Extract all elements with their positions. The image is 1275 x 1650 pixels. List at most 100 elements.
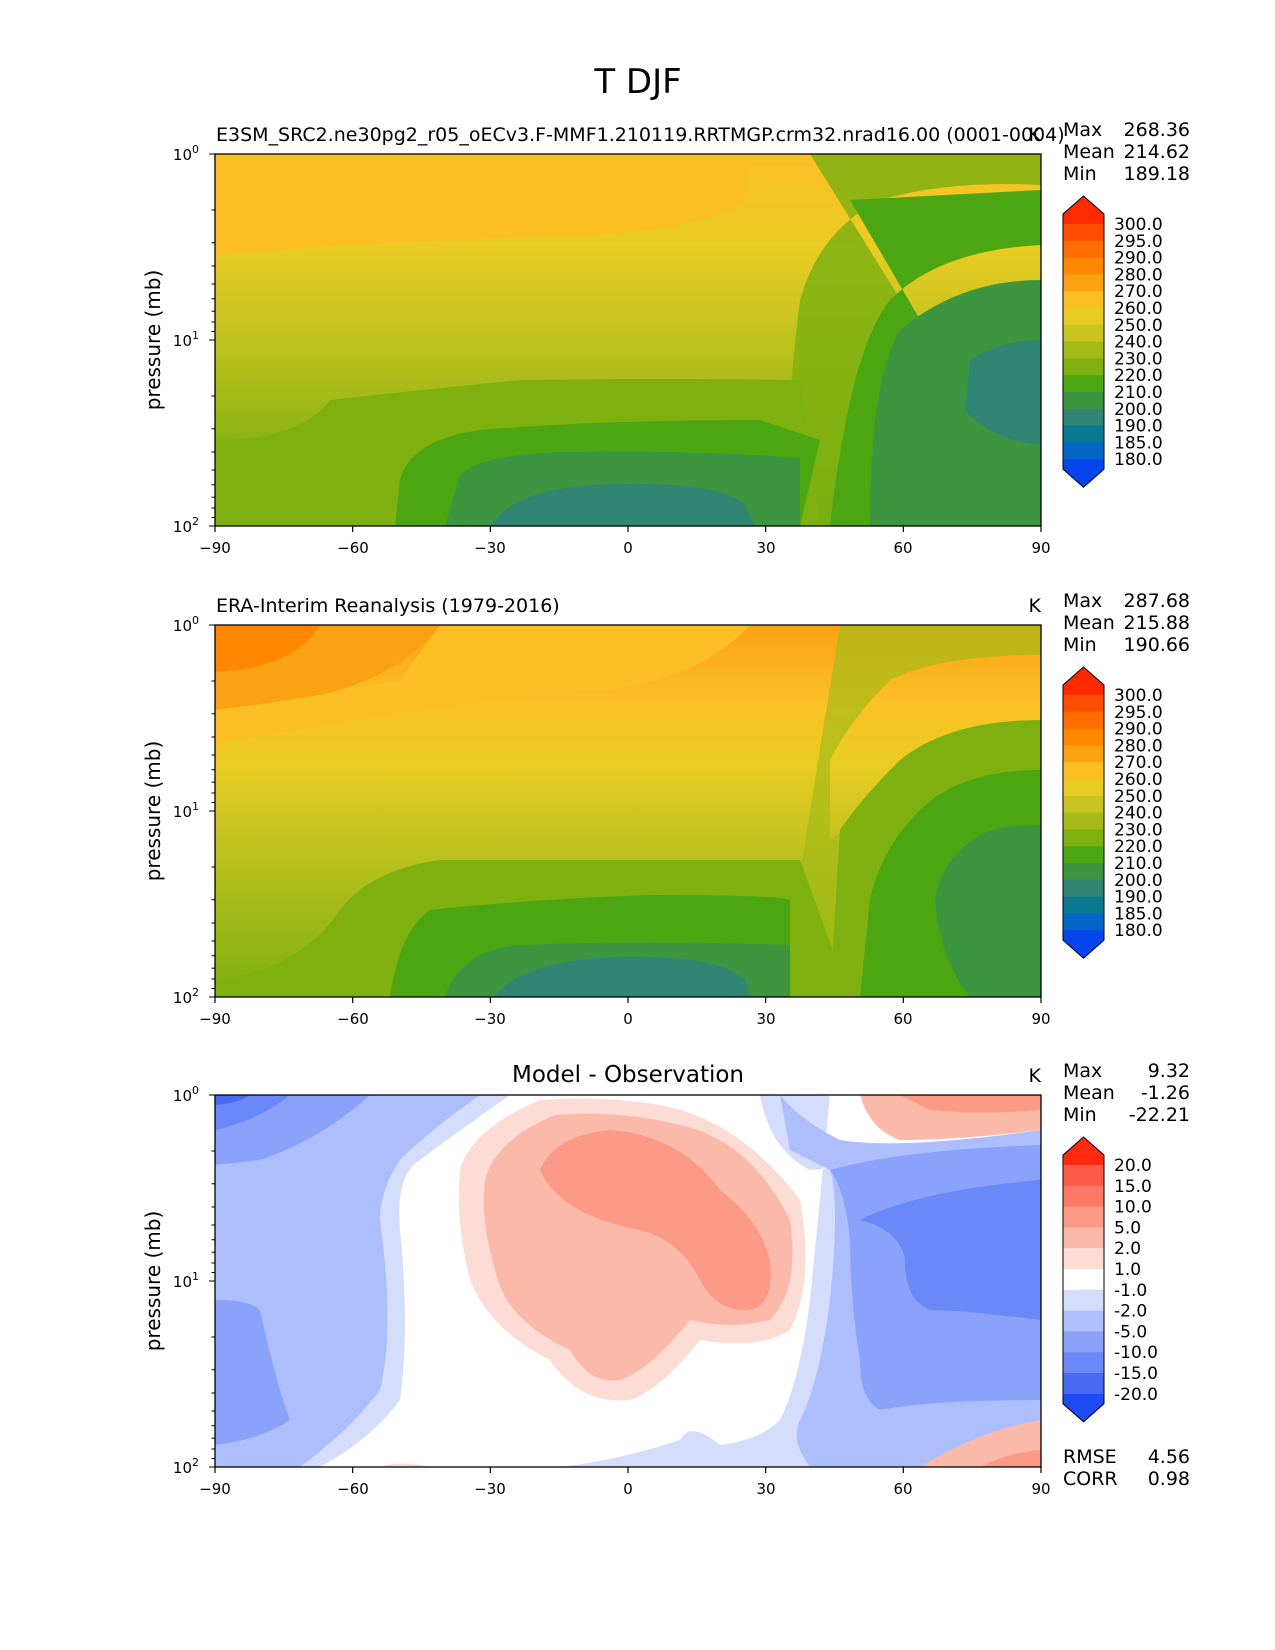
model-ylabel: pressure (mb) (141, 270, 165, 411)
model-title: E3SM_SRC2.ne30pg2_r05_oECv3.F-MMF1.21011… (216, 124, 1065, 146)
diff-tick-marks (209, 1094, 1042, 1473)
model-max-label: Max (1063, 119, 1102, 141)
colorbar-segment (1063, 1185, 1104, 1208)
figure-title: T DJF (593, 62, 681, 102)
era-max-label: Max (1063, 590, 1102, 612)
model-xtick: 0 (623, 539, 633, 557)
model-stats: Max 268.36 Mean 214.62 Min 189.18 (1063, 119, 1190, 185)
diff-ytick: 101 (173, 1270, 199, 1291)
era-max-value: 287.68 (1124, 590, 1190, 612)
colorbar-label: 290.0 (1114, 720, 1163, 740)
diff-ytick: 100 (173, 1084, 199, 1105)
colorbar-label: 295.0 (1114, 703, 1163, 723)
diff-title: Model - Observation (512, 1062, 744, 1088)
colorbar-label: 220.0 (1114, 837, 1163, 857)
colorbar-label: 5.0 (1114, 1218, 1141, 1238)
colorbar-label: 300.0 (1114, 686, 1163, 706)
diff-min-label: Min (1063, 1104, 1097, 1126)
colorbar-outline (1062, 195, 1105, 488)
model-xtick: 30 (756, 539, 775, 557)
model-colorbar: 300.0295.0290.0280.0270.0260.0250.0240.0… (1062, 195, 1163, 488)
colorbar-outline (1062, 1136, 1105, 1423)
colorbar-segment (1063, 711, 1104, 730)
colorbar-label: 185.0 (1114, 433, 1163, 453)
colorbar-segment (1063, 375, 1104, 393)
era-xtick: 0 (623, 1010, 633, 1028)
diff-max-label: Max (1063, 1060, 1102, 1082)
colorbar-label: 290.0 (1114, 249, 1163, 269)
colorbar-segment (1063, 896, 1104, 914)
era-ylabel: pressure (mb) (141, 741, 165, 882)
colorbar-segment (1063, 392, 1104, 410)
model-mean-label: Mean (1063, 141, 1115, 163)
colorbar-extend-top (1063, 1137, 1104, 1165)
model-xtick: −60 (337, 539, 369, 557)
colorbar-segment (1063, 308, 1104, 326)
colorbar-label: 280.0 (1114, 736, 1163, 756)
era-title: ERA-Interim Reanalysis (1979-2016) (216, 595, 560, 617)
colorbar-segment (1063, 1269, 1104, 1291)
era-mean-value: 215.88 (1124, 612, 1190, 634)
model-min-label: Min (1063, 163, 1097, 185)
colorbar-label: -1.0 (1114, 1281, 1147, 1301)
diff-xtick: 90 (1031, 1480, 1050, 1498)
colorbar-label: 260.0 (1114, 299, 1163, 319)
era-stats: Max 287.68 Mean 215.88 Min 190.66 (1063, 590, 1190, 656)
colorbar-segment (1063, 324, 1104, 343)
colorbar-extend-bottom (1063, 459, 1104, 488)
colorbar-segment (1063, 913, 1104, 931)
diff-x-ticks: −90 −60 −30 0 30 60 90 (199, 1480, 1050, 1498)
diff-units: K (1029, 1065, 1042, 1087)
diff-xtick: −90 (199, 1480, 231, 1498)
era-ytick: 102 (173, 986, 199, 1007)
colorbar-label: -5.0 (1114, 1322, 1147, 1342)
era-xtick: 90 (1031, 1010, 1050, 1028)
colorbar-label: -2.0 (1114, 1302, 1147, 1322)
diff-contour-field (215, 1095, 1041, 1467)
colorbar-label: -20.0 (1114, 1385, 1158, 1405)
model-ytick: 100 (173, 143, 199, 164)
diff-mean-label: Mean (1063, 1082, 1115, 1104)
colorbar-extend-top (1063, 667, 1104, 695)
era-units: K (1029, 595, 1042, 617)
colorbar-label: 20.0 (1114, 1156, 1152, 1176)
colorbar-label: 210.0 (1114, 383, 1163, 403)
diff-colorbar: 20.015.010.05.02.01.0-1.0-2.0-5.0-10.0-1… (1062, 1136, 1158, 1423)
era-colorbar: 300.0295.0290.0280.0270.0260.0250.0240.0… (1062, 666, 1163, 959)
colorbar-segment (1063, 257, 1104, 275)
colorbar-segment (1063, 408, 1104, 427)
colorbar-label: 10.0 (1114, 1198, 1152, 1218)
colorbar-label: 230.0 (1114, 820, 1163, 840)
era-tick-marks (209, 624, 1042, 1003)
colorbar-label: 230.0 (1114, 349, 1163, 369)
diff-ytick: 102 (173, 1456, 199, 1477)
colorbar-segment (1063, 695, 1104, 713)
era-mean-label: Mean (1063, 612, 1115, 634)
colorbar-segment (1063, 795, 1104, 814)
colorbar-label: 180.0 (1114, 450, 1163, 470)
era-y-ticks: 100 101 102 (173, 614, 199, 1007)
era-ytick: 100 (173, 614, 199, 635)
era-xtick: −60 (337, 1010, 369, 1028)
model-ytick: 101 (173, 329, 199, 350)
colorbar-segment (1063, 240, 1104, 259)
colorbar-segment (1063, 1331, 1104, 1353)
model-contour-field (215, 154, 1041, 526)
era-ytick: 101 (173, 800, 199, 821)
colorbar-label: -10.0 (1114, 1343, 1158, 1363)
colorbar-label: 1.0 (1114, 1260, 1141, 1280)
colorbar-outline (1062, 666, 1105, 959)
colorbar-label: 270.0 (1114, 753, 1163, 773)
colorbar-segment (1063, 1289, 1104, 1312)
colorbar-segment (1063, 1206, 1104, 1228)
colorbar-label: 300.0 (1114, 215, 1163, 235)
panel-diff: Model - Observation K pressure (mb) −90 … (141, 1060, 1190, 1498)
colorbar-segment (1063, 1373, 1104, 1395)
model-max-value: 268.36 (1124, 119, 1190, 141)
model-xtick: 90 (1031, 539, 1050, 557)
diff-mean-value: -1.26 (1141, 1082, 1190, 1104)
colorbar-extend-top (1063, 196, 1104, 224)
diff-xtick: 30 (756, 1480, 775, 1498)
colorbar-segment (1063, 1310, 1104, 1332)
